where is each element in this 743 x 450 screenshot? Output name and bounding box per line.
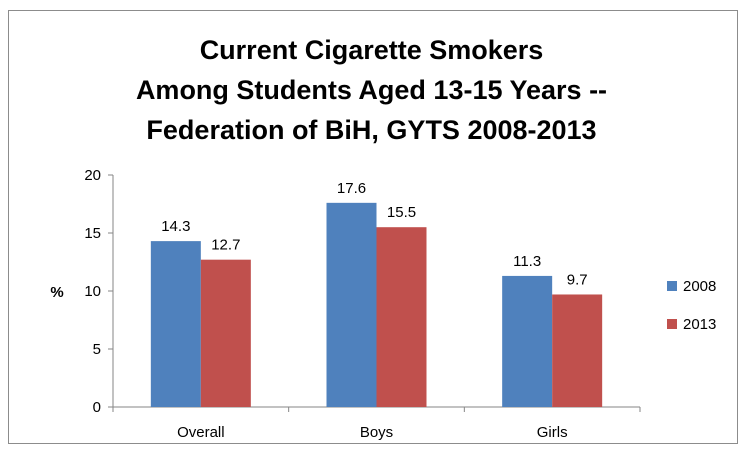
legend-label: 2013 [683, 316, 716, 333]
data-label: 12.7 [211, 237, 240, 254]
axes: 0 5 10 15 20 Overall Boys Girls [84, 167, 641, 441]
bar-2008-boys [326, 202, 377, 407]
legend-label: 2008 [683, 278, 716, 295]
bar-2008-girls [502, 275, 553, 407]
y-tick-label: 10 [84, 283, 101, 300]
x-tick-label: Boys [360, 424, 393, 441]
legend: 2008 2013 [667, 278, 716, 333]
y-tick-label: 15 [84, 225, 101, 242]
data-label: 11.3 [513, 253, 541, 270]
legend-swatch [667, 281, 677, 291]
bar-2013-overall [200, 259, 251, 407]
bar-2008-overall [150, 241, 201, 407]
y-tick-label: 0 [93, 399, 101, 416]
y-axis-label: % [50, 284, 63, 301]
chart-title-line-3: Federation of BiH, GYTS 2008-2013 [146, 115, 597, 145]
chart-title: Current Cigarette Smokers Among Students… [0, 30, 743, 150]
data-labels: 14.3 12.7 17.6 15.5 11.3 9.7 [161, 180, 587, 289]
chart-title-line-2: Among Students Aged 13-15 Years -- [135, 75, 608, 105]
y-tick-label: 20 [84, 167, 101, 184]
x-tick-label: Girls [537, 424, 568, 441]
y-tick-label: 5 [93, 341, 101, 358]
legend-swatch [667, 319, 677, 329]
bar-2013-girls [552, 294, 603, 407]
data-label: 15.5 [387, 204, 416, 221]
x-tick-label: Overall [177, 424, 225, 441]
data-label: 9.7 [567, 271, 588, 288]
data-label: 17.6 [337, 180, 366, 197]
bars [150, 202, 603, 407]
data-label: 14.3 [161, 218, 190, 235]
bar-2013-boys [376, 227, 427, 407]
chart-title-line-1: Current Cigarette Smokers [199, 35, 544, 65]
